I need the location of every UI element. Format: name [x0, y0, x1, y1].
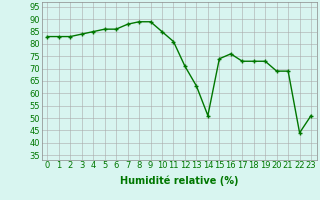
X-axis label: Humidité relative (%): Humidité relative (%) [120, 176, 238, 186]
